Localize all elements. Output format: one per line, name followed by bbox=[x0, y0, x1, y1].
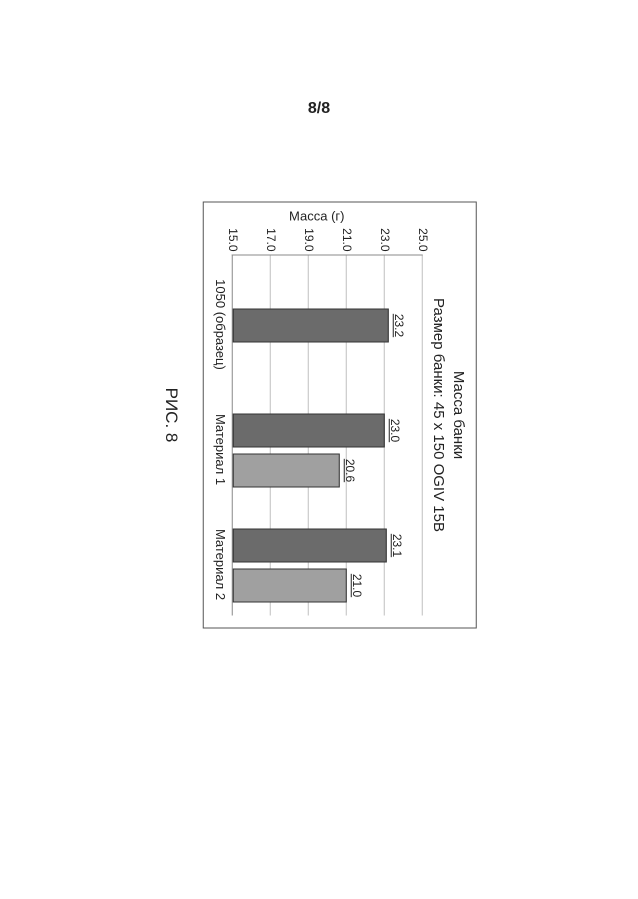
figure-wrap: Масса банки Размер банки: 45 х 150 OGIV … bbox=[161, 202, 477, 629]
figure-caption: РИС. 8 bbox=[161, 202, 181, 629]
y-tick-label: 23.0 bbox=[378, 220, 392, 252]
plot-region: 15.017.019.021.023.025.023.223.020.623.1… bbox=[232, 255, 423, 616]
chart-title-line1: Масса банки bbox=[448, 215, 468, 616]
bar bbox=[233, 529, 387, 563]
x-tick-label: 1050 (образец) bbox=[213, 279, 228, 370]
bar-value-label: 23.2 bbox=[392, 306, 406, 346]
y-tick-label: 25.0 bbox=[416, 220, 430, 252]
bar-value-label: 23.1 bbox=[390, 526, 404, 566]
y-axis-label: Масса (г) bbox=[289, 209, 344, 224]
bar-value-label: 21.0 bbox=[350, 566, 364, 606]
page-number: 8/8 bbox=[0, 100, 638, 118]
chart-title: Масса банки Размер банки: 45 х 150 OGIV … bbox=[427, 215, 468, 616]
x-tick-label: Материал 1 bbox=[213, 414, 228, 485]
page: 8/8 Масса банки Размер банки: 45 х 150 O… bbox=[0, 0, 638, 899]
chart-title-line2: Размер банки: 45 х 150 OGIV 15B bbox=[427, 215, 447, 616]
bar bbox=[233, 309, 389, 343]
chart-box: Масса банки Размер банки: 45 х 150 OGIV … bbox=[203, 202, 477, 629]
bar bbox=[233, 569, 347, 603]
x-tick-label: Материал 2 bbox=[213, 529, 228, 600]
y-tick-label: 17.0 bbox=[264, 220, 278, 252]
bar bbox=[233, 414, 385, 448]
y-tick-label: 15.0 bbox=[226, 220, 240, 252]
chart-area: Масса (г) 15.017.019.021.023.025.023.223… bbox=[210, 215, 423, 616]
bar-value-label: 23.0 bbox=[388, 411, 402, 451]
x-axis-ticks: 1050 (образец) Материал 1 Материал 2 bbox=[210, 255, 232, 615]
y-tick-label: 19.0 bbox=[302, 220, 316, 252]
bar bbox=[233, 454, 339, 488]
y-tick-label: 21.0 bbox=[340, 220, 354, 252]
bar-value-label: 20.6 bbox=[343, 451, 357, 491]
gridline bbox=[422, 256, 423, 616]
